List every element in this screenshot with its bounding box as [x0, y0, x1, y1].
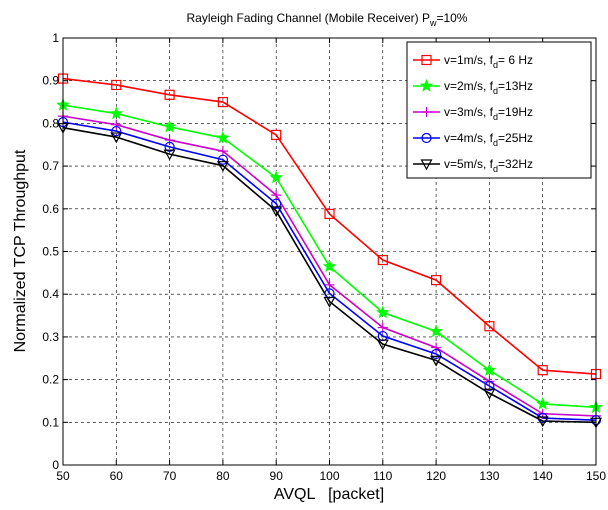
series-line-1: [62, 77, 597, 375]
x-tick-label: 70: [163, 469, 177, 483]
y-tick-label: 0.7: [42, 159, 59, 173]
data-point: [323, 296, 336, 308]
x-axis-label: AVQL [packet]: [274, 486, 384, 503]
data-point: [376, 339, 389, 351]
data-point: [377, 254, 388, 266]
data-point: [217, 154, 228, 165]
data-point: [217, 96, 228, 108]
legend-marker: [421, 107, 432, 117]
data-point: [269, 170, 283, 184]
data-point: [164, 89, 175, 100]
x-tick-label: 80: [216, 469, 230, 483]
data-point: [109, 106, 124, 120]
axis-ticks: [62, 37, 597, 466]
legend-label: v=1m/s, fd= 6 Hz: [444, 53, 533, 70]
data-point: [537, 365, 548, 376]
data-point: [271, 190, 282, 201]
legend-marker: [419, 78, 434, 92]
legend-label: v=2m/s, fd=13Hz: [444, 79, 533, 96]
y-tick-label: 0.6: [42, 202, 59, 216]
data-point: [430, 355, 443, 367]
legend-box: [406, 41, 592, 179]
data-point: [376, 305, 390, 319]
data-point: [324, 208, 335, 220]
x-tick-label: 110: [373, 469, 392, 483]
x-tick-label: 50: [56, 469, 70, 483]
x-tick-label: 60: [110, 469, 124, 483]
series-markers: [56, 73, 603, 429]
legend-marker: [421, 132, 432, 144]
series-line-4: [62, 121, 597, 421]
data-point: [163, 149, 176, 161]
data-point: [484, 321, 495, 332]
y-tick-label: 0.4: [42, 287, 59, 301]
y-tick-label: 0.9: [42, 74, 59, 88]
data-point: [162, 119, 177, 133]
data-point: [536, 416, 549, 428]
data-point: [431, 275, 442, 286]
data-point: [377, 322, 388, 333]
data-point: [164, 135, 175, 146]
legend-label: v=4m/s, fd=25Hz: [444, 131, 533, 148]
data-point: [484, 380, 495, 392]
x-tick-label: 130: [479, 469, 499, 483]
legend-marker: [421, 54, 432, 66]
data-point: [482, 363, 497, 376]
data-point: [431, 342, 442, 353]
data-point: [216, 161, 229, 172]
y-tick-label: 0.2: [42, 373, 59, 387]
data-point: [110, 132, 123, 144]
data-point: [217, 146, 228, 157]
data-point: [111, 125, 122, 137]
data-point: [429, 324, 443, 338]
data-point: [164, 141, 175, 152]
y-tick-label: 0.3: [42, 330, 59, 344]
data-point: [431, 348, 442, 360]
data-point: [216, 130, 230, 144]
legend: v=1m/s, fd= 6 Hz v=2m/s, fd=13Hz v=3m/s, f…: [406, 41, 592, 179]
x-tick-label: 120: [426, 469, 446, 483]
data-point: [111, 119, 122, 130]
series-line-5: [62, 126, 597, 424]
chart-title-tail: =10%: [436, 11, 467, 25]
data-point: [483, 388, 496, 400]
data-point: [271, 129, 282, 141]
y-tick-label: 0.1: [42, 415, 59, 429]
y-tick-label: 0.5: [42, 245, 59, 259]
data-point: [111, 79, 122, 91]
data-point: [271, 198, 282, 209]
x-tick-label: 100: [319, 469, 339, 483]
chart-title-subscript: w: [429, 18, 437, 28]
legend-label: v=3m/s, fd=19Hz: [444, 105, 533, 122]
y-axis-label: Normalized TCP Throughput: [12, 149, 29, 352]
data-point: [322, 259, 337, 273]
chart-title: Rayleigh Fading Channel (Mobile Receiver…: [187, 11, 468, 28]
x-tick-label: 140: [533, 469, 553, 483]
tick-labels: 50 60 70 80 90 100 110 120 130 140 150 0 0.1 0.2 0.3 0.…: [42, 31, 606, 483]
y-tick-label: 1: [52, 31, 59, 45]
y-tick-label: 0.8: [42, 116, 59, 130]
legend-marker: [420, 159, 433, 171]
grid: [63, 38, 596, 465]
data-point: [324, 279, 335, 290]
legend-label: v=5m/s, fd=32Hz: [444, 157, 533, 174]
data-point: [535, 396, 550, 410]
data-point: [270, 206, 283, 218]
y-tick-label: 0: [52, 458, 59, 472]
x-tick-label: 150: [586, 469, 606, 483]
x-tick-label: 90: [270, 469, 284, 483]
